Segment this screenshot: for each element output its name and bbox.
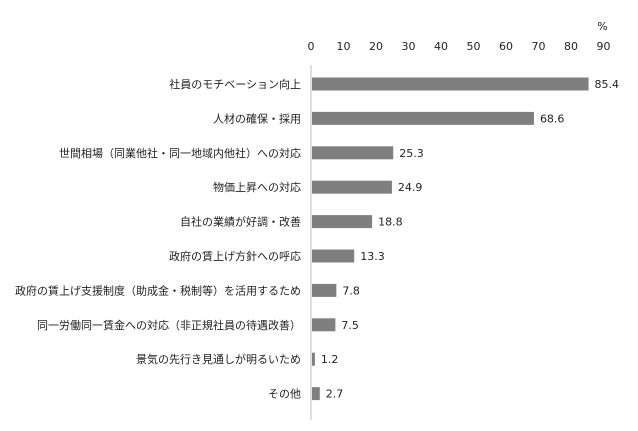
- bar-row: その他 2.7: [268, 387, 343, 401]
- x-tick-label: 90: [597, 40, 611, 53]
- x-tick-label: 10: [337, 40, 351, 53]
- data-label: 24.9: [398, 181, 423, 194]
- x-tick-label: 30: [402, 40, 416, 53]
- bar: [312, 283, 337, 297]
- x-tick-label: 20: [369, 40, 383, 53]
- data-label: 2.7: [326, 388, 344, 401]
- bar-row: 政府の賃上げ支援制度（助成金・税制等）を活用するため 7.8: [15, 283, 360, 297]
- x-tick-label: 50: [467, 40, 481, 53]
- bar-row: 物価上昇への対応 24.9: [213, 180, 422, 194]
- category-label: 人材の確保・採用: [213, 111, 301, 125]
- x-tick-label: 80: [564, 40, 578, 53]
- bar: [312, 352, 315, 366]
- category-label: 自社の業績が好調・改善: [180, 215, 301, 229]
- bar-rows: 社員のモチベーション向上 85.4 人材の確保・採用 68.6 世間相場（同業他社・同一…: [15, 77, 619, 401]
- bar: [312, 77, 589, 91]
- data-label: 1.2: [321, 353, 339, 366]
- bar-row: 自社の業績が好調・改善 18.8: [180, 215, 403, 229]
- axis-unit-label: %: [597, 20, 607, 33]
- bar: [312, 146, 394, 160]
- data-label: 25.3: [399, 147, 424, 160]
- category-label: 物価上昇への対応: [213, 180, 301, 194]
- bar-row: 政府の賃上げ方針への呼応 13.3: [169, 249, 385, 263]
- x-tick-label: 70: [532, 40, 546, 53]
- category-label: 景気の先行き見通しが明るいため: [136, 352, 301, 366]
- bar-row: 景気の先行き見通しが明るいため 1.2: [136, 352, 338, 366]
- bar: [312, 180, 392, 194]
- data-label: 7.8: [342, 284, 360, 297]
- bar-row: 人材の確保・採用 68.6: [213, 111, 564, 125]
- data-label: 85.4: [595, 78, 620, 91]
- data-label: 7.5: [341, 319, 359, 332]
- bar: [312, 249, 355, 263]
- bar: [312, 387, 320, 401]
- bar-row: 同一労働同一賃金への対応（非正規社員の待遇改善） 7.5: [37, 318, 359, 332]
- x-axis-ticks: 0 10 20 30 40 50 60 70 80 90: [308, 40, 611, 53]
- category-label: その他: [268, 388, 301, 401]
- category-label: 同一労働同一賃金への対応（非正規社員の待遇改善）: [37, 318, 301, 332]
- category-label: 世間相場（同業他社・同一地域内他社）への対応: [59, 146, 301, 160]
- category-label: 社員のモチベーション向上: [169, 77, 301, 91]
- data-label: 18.8: [378, 216, 403, 229]
- category-label: 政府の賃上げ支援制度（助成金・税制等）を活用するため: [15, 283, 301, 297]
- x-tick-label: 40: [434, 40, 448, 53]
- category-label: 政府の賃上げ方針への呼応: [169, 249, 301, 263]
- bar: [312, 318, 336, 332]
- bar-row: 世間相場（同業他社・同一地域内他社）への対応 25.3: [59, 146, 424, 160]
- data-label: 68.6: [540, 112, 565, 125]
- x-tick-label: 60: [499, 40, 513, 53]
- bar: [312, 215, 373, 229]
- data-label: 13.3: [360, 250, 385, 263]
- bar: [312, 111, 534, 125]
- x-tick-label: 0: [308, 40, 315, 53]
- bar-row: 社員のモチベーション向上 85.4: [169, 77, 619, 91]
